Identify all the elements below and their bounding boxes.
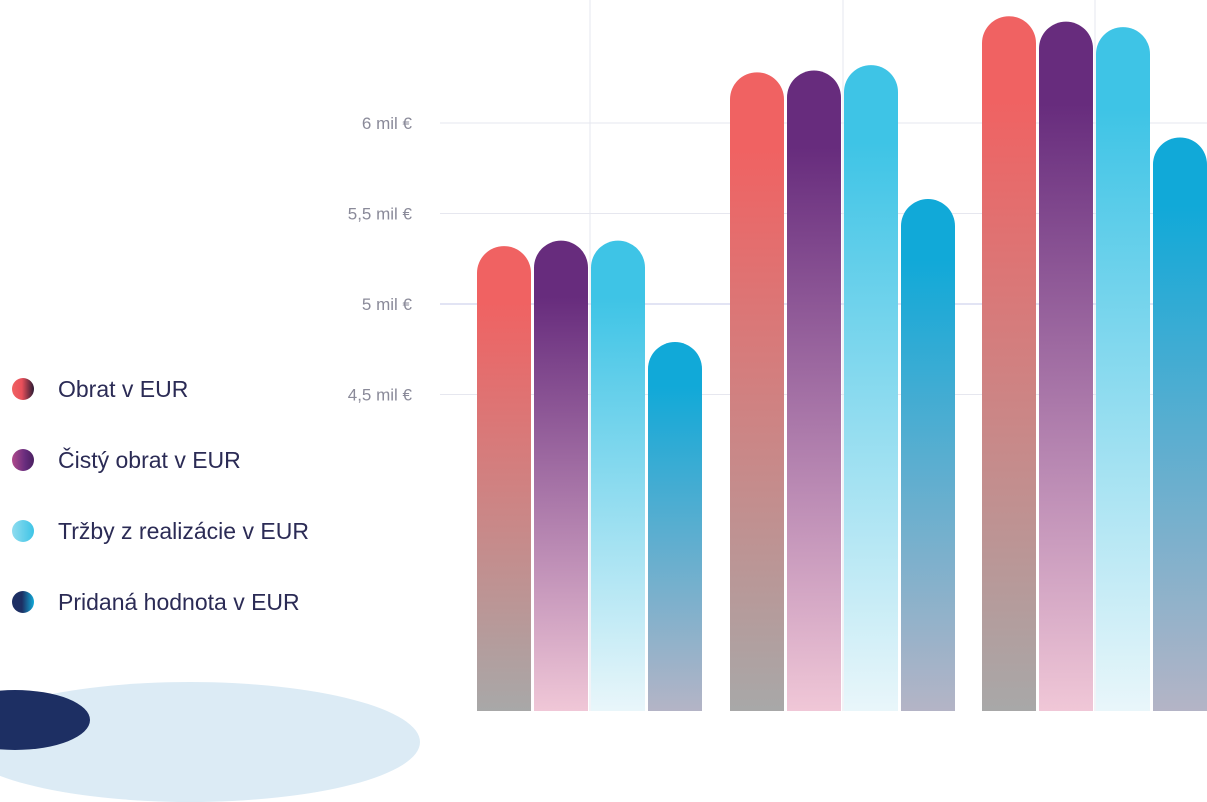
legend-dot-cisty-obrat-icon	[12, 449, 34, 471]
legend-label-cisty-obrat: Čistý obrat v EUR	[58, 446, 241, 473]
bar-series1-group1	[787, 70, 841, 711]
legend-item-pridana-hodnota[interactable]: Pridaná hodnota v EUR	[12, 579, 392, 625]
bars	[477, 16, 1207, 711]
bar-series0-group2	[982, 16, 1036, 711]
legend-item-trzby[interactable]: Tržby z realizácie v EUR	[12, 508, 392, 554]
y-tick-label-0: 4,5 mil €	[348, 386, 413, 405]
legend-label-trzby: Tržby z realizácie v EUR	[58, 517, 309, 544]
bar-series3-group2	[1153, 137, 1207, 711]
bar-series2-group0	[591, 240, 645, 711]
bar-series2-group1	[844, 65, 898, 711]
legend-label-obrat: Obrat v EUR	[58, 375, 189, 402]
bar-series0-group0	[477, 246, 531, 711]
legend-dot-trzby-icon	[12, 520, 34, 542]
y-tick-label-3: 6 mil €	[362, 114, 413, 133]
bar-series0-group1	[730, 72, 784, 711]
legend-dot-pridana-hodnota-icon	[12, 591, 34, 613]
y-axis-ticks: 4,5 mil € 5 mil € 5,5 mil € 6 mil €	[348, 114, 413, 405]
legend-label-pridana-hodnota: Pridaná hodnota v EUR	[58, 588, 300, 615]
bar-series3-group1	[901, 199, 955, 711]
bar-series2-group2	[1096, 27, 1150, 711]
bar-series1-group0	[534, 240, 588, 711]
bar-chart: 4,5 mil € 5 mil € 5,5 mil € 6 mil €	[348, 0, 1207, 711]
legend-item-obrat[interactable]: Obrat v EUR	[12, 366, 392, 412]
legend-dot-obrat-icon	[12, 378, 34, 400]
legend-item-cisty-obrat[interactable]: Čistý obrat v EUR	[12, 437, 392, 483]
y-tick-label-2: 5,5 mil €	[348, 205, 413, 224]
y-tick-label-1: 5 mil €	[362, 295, 413, 314]
bar-series1-group2	[1039, 21, 1093, 711]
chart-legend: Obrat v EUR Čistý obrat v EUR Tržby z re…	[12, 366, 392, 650]
bar-series3-group0	[648, 342, 702, 711]
